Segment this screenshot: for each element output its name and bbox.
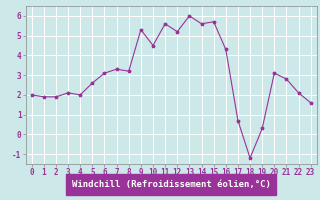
- X-axis label: Windchill (Refroidissement éolien,°C): Windchill (Refroidissement éolien,°C): [72, 180, 271, 189]
